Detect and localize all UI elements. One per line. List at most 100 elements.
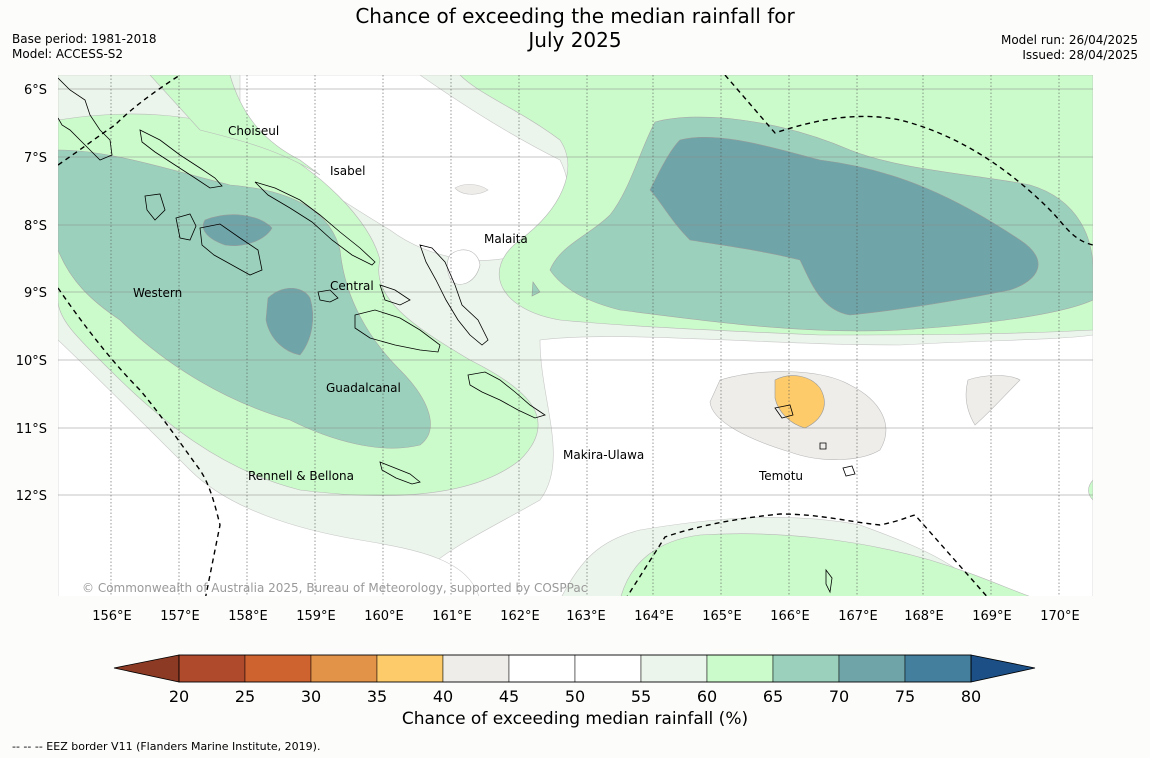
colorbar-cell [574,654,642,683]
contour-60-65-south [620,533,1030,596]
contour-70-75-west-2 [265,287,313,356]
colorbar-tick-label: 75 [895,687,915,706]
contour-40-45-east [965,375,1021,426]
contour-40-45-isabel [454,184,489,195]
island-central [317,284,411,306]
colorbar-tick-label: 30 [301,687,321,706]
colorbar-cell [244,654,312,683]
label-guadalcanal: Guadalcanal [326,381,401,395]
colorbar-tick-label: 35 [367,687,387,706]
map-area [58,75,1093,596]
colorbar-cell [508,654,576,683]
colorbar-tick-label: 60 [697,687,717,706]
island-small-1 [819,442,827,450]
lon-label: 170°E [1040,609,1080,624]
lon-label: 163°E [566,609,606,624]
lon-label: 166°E [770,609,810,624]
label-temotu: Temotu [758,469,803,483]
meta-right: Model run: 26/04/2025 Issued: 28/04/2025 [1001,33,1138,63]
label-malaita: Malaita [484,232,528,246]
contour-50-55-west [58,339,479,596]
colorbar: 20 25 30 35 40 45 50 55 60 65 70 75 80 [113,654,1036,706]
colorbar-tick-label: 45 [499,687,519,706]
issued-date: Issued: 28/04/2025 [1022,48,1138,62]
lon-label: 165°E [702,609,742,624]
label-isabel: Isabel [330,164,365,178]
contour-50-55-east [416,334,1093,596]
rainfall-map: Choiseul Isabel Malaita Western Central … [16,75,1093,624]
contour-70-75-west-1 [202,214,273,246]
province-labels: Choiseul Isabel Malaita Western Central … [133,124,803,483]
eez-footnote: -- -- -- EEZ border V11 (Flanders Marine… [12,740,321,753]
colorbar-under-arrow [113,654,180,683]
base-period: Base period: 1981-2018 [12,32,157,46]
contour-65-70-west [58,149,431,449]
title-line-2: July 2025 [528,28,622,52]
lon-label: 160°E [364,609,404,624]
colorbar-tick-label: 70 [829,687,849,706]
eez-borders [58,75,1093,596]
lon-label: 169°E [972,609,1012,624]
island-makira [467,371,546,419]
colorbar-over-arrow [970,654,1036,683]
label-makira-ulawa: Makira-Ulawa [563,448,644,462]
contour-35-40-temotu [774,375,825,429]
colorbar-cell [178,654,246,683]
longitude-labels: 156°E 157°E 158°E 159°E 160°E 161°E 162°… [92,609,1080,624]
lon-label: 158°E [228,609,268,624]
island-new-georgia [144,193,263,276]
colorbar-cell [904,654,972,683]
lat-label: 7°S [24,151,47,166]
eez-south [626,513,988,596]
colorbar-cell [772,654,840,683]
colorbar-cell [442,654,510,683]
label-rennell-bellona: Rennell & Bellona [248,469,354,483]
colorbar-cell [640,654,708,683]
colorbar-labels: 20 25 30 35 40 45 50 55 60 65 70 75 80 [169,687,981,706]
colorbar-tick-label: 40 [433,687,453,706]
contour-60-65-north [149,75,321,176]
island-bougainville [58,77,113,161]
colorbar-cells [178,654,972,683]
lat-label: 8°S [24,219,47,234]
colorbar-tick-label: 25 [235,687,255,706]
latitude-gridlines [58,88,1093,496]
colorbar-tick-label: 80 [961,687,981,706]
colorbar-cell [310,654,378,683]
lat-label: 10°S [16,354,47,369]
lat-label: 11°S [16,422,47,437]
colorbar-cell [706,654,774,683]
lon-label: 168°E [904,609,944,624]
map-title: Chance of exceeding the median rainfall … [0,4,1150,52]
colorbar-tick-label: 20 [169,687,189,706]
lon-label: 156°E [92,609,132,624]
latitude-labels: 6°S 7°S 8°S 9°S 10°S 11°S 12°S [16,83,47,504]
island-choiseul [139,129,223,189]
island-small-2 [842,465,856,477]
label-choiseul: Choiseul [228,124,279,138]
label-western: Western [133,286,182,300]
lon-label: 164°E [634,609,674,624]
lon-label: 157°E [160,609,200,624]
island-malaita [419,244,489,346]
island-guadalcanal [354,309,441,353]
lon-label: 167°E [838,609,878,624]
copyright-notice: © Commonwealth of Australia 2025, Bureau… [82,581,587,595]
eez-west [58,287,221,596]
island-rennell [379,461,421,485]
coastlines [58,77,856,594]
colorbar-cell [376,654,444,683]
colorbar-frame [178,654,972,683]
colorbar-tick-label: 65 [763,687,783,706]
colorbar-title: Chance of exceeding median rainfall (%) [401,709,749,729]
longitude-gridlines [110,75,1060,596]
lon-label: 162°E [500,609,540,624]
colorbar-cell [838,654,906,683]
model-name: Model: ACCESS-S2 [12,47,124,61]
label-central: Central [330,279,374,293]
meta-left: Base period: 1981-2018 Model: ACCESS-S2 [12,32,157,62]
colorbar-tick-label: 55 [631,687,651,706]
lat-label: 6°S [24,83,47,98]
island-isabel [254,181,376,266]
colorbar-tick-label: 50 [565,687,585,706]
